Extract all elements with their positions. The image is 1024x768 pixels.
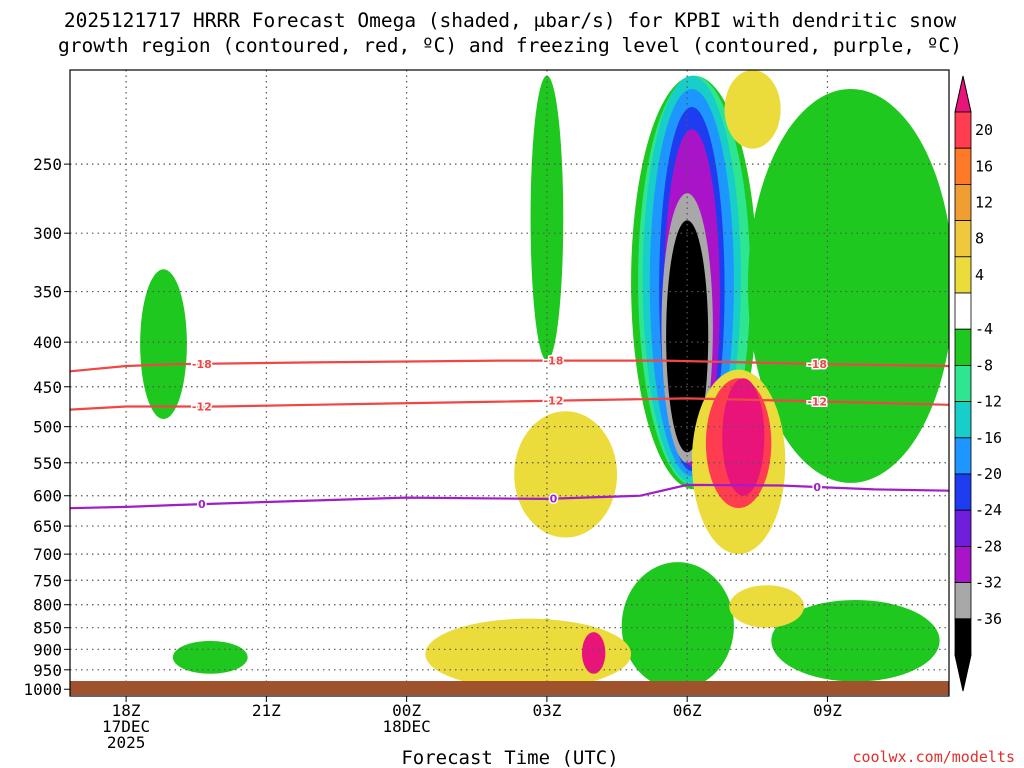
- colorbar-swatch: [954, 111, 972, 149]
- x-tick-label: 21Z: [252, 701, 281, 720]
- x-tick-label: 18DEC: [383, 717, 431, 736]
- title-line-1: 2025121717 HRRR Forecast Omega (shaded, …: [64, 9, 956, 32]
- contour-label: -12: [192, 400, 212, 413]
- colorbar-swatch: [954, 292, 972, 330]
- isotherm-0: [70, 483, 949, 510]
- colorbar-label: -4: [975, 320, 993, 338]
- colorbar-label: 20: [975, 121, 993, 139]
- omega-region--4: [530, 75, 564, 361]
- contour-label: 0: [813, 481, 821, 494]
- omega-region-4: [514, 411, 618, 538]
- colorbar-label: -24: [975, 501, 1002, 519]
- x-tick-label: 18Z: [112, 701, 141, 720]
- y-tick-label-550: 550: [33, 454, 62, 473]
- y-tick-label-250: 250: [33, 155, 62, 174]
- y-tick-label-450: 450: [33, 378, 62, 397]
- isotherm--12: [70, 397, 949, 411]
- contour-label: -12: [544, 395, 564, 408]
- y-tick-label-400: 400: [33, 333, 62, 352]
- y-tick-label-750: 750: [33, 571, 62, 590]
- isotherm--18: [70, 359, 949, 373]
- colorbar-label: -28: [975, 537, 1002, 555]
- omega-region--4: [172, 640, 248, 674]
- credit-text: coolwx.com/modelts: [852, 748, 1015, 766]
- y-tick-label-900: 900: [33, 640, 62, 659]
- colorbar-label: -36: [975, 610, 1002, 628]
- plot-frame: [69, 69, 950, 697]
- x-tick-label: 17DEC: [102, 717, 150, 736]
- contour-label: -18: [544, 355, 564, 368]
- y-tick-label-350: 350: [33, 283, 62, 302]
- y-tick-label-800: 800: [33, 596, 62, 615]
- x-tick-label: 2025: [107, 733, 146, 752]
- colorbar-label: 12: [975, 194, 993, 212]
- colorbar-label: -16: [975, 429, 1002, 447]
- x-tick-label: 09Z: [813, 701, 842, 720]
- colorbar-swatch: [954, 401, 972, 439]
- omega-region--4: [621, 562, 734, 690]
- colorbar-swatch: [954, 546, 972, 584]
- colorbar-swatch: [954, 618, 972, 656]
- ground-bar: [70, 681, 949, 695]
- colorbar-swatch: [954, 256, 972, 294]
- y-tick-label-600: 600: [33, 487, 62, 506]
- omega-region-4: [724, 70, 781, 149]
- colorbar-label: -12: [975, 393, 1002, 411]
- y-tick-label-700: 700: [33, 545, 62, 564]
- colorbar-bottom-arrow: [954, 654, 972, 692]
- x-tick-label: 03Z: [532, 701, 561, 720]
- omega-region-4: [425, 618, 632, 690]
- colorbar-label: -32: [975, 574, 1002, 592]
- omega-region--36: [666, 220, 709, 453]
- contour-label: -18: [807, 358, 827, 371]
- colorbar-swatch: [954, 183, 972, 221]
- colorbar-swatch: [954, 509, 972, 547]
- colorbar-swatch: [954, 147, 972, 185]
- colorbar-swatch: [954, 328, 972, 366]
- colorbar-top-arrow: [954, 75, 972, 113]
- colorbar-swatch: [954, 582, 972, 620]
- contour-label: 0: [550, 493, 558, 506]
- y-tick-label-850: 850: [33, 619, 62, 638]
- title-line-2: growth region (contoured, red, ºC) and f…: [58, 34, 962, 57]
- colorbar-label: -20: [975, 465, 1002, 483]
- y-tick-label-950: 950: [33, 661, 62, 680]
- pressure-axis: 250 300 350 400 450 500 550 600 650 700 750 800 850 9…: [23, 155, 70, 699]
- colorbar-swatch: [954, 473, 972, 511]
- contour-label: 0: [198, 498, 206, 511]
- omega-shaded-field: [140, 70, 949, 690]
- contour-label: -12: [807, 395, 827, 408]
- colorbar-label: 8: [975, 230, 984, 248]
- omega-region--4: [140, 269, 187, 420]
- colorbar-swatch: [954, 220, 972, 258]
- y-tick-label-300: 300: [33, 224, 62, 243]
- colorbar: 20 16 12 8 4 -4 -8 -12 -16 -20 -24 -28 -32 -36: [954, 75, 1002, 692]
- temperature-contours: -18 -18 -18 -12 -12 -12 0 0 0: [70, 353, 949, 513]
- omega-region--4: [747, 89, 949, 483]
- omega-region-20+: [581, 632, 606, 674]
- y-tick-label-650: 650: [33, 517, 62, 536]
- contour-label: -18: [192, 358, 212, 371]
- y-tick-label-500: 500: [33, 418, 62, 437]
- omega-region-4: [729, 585, 805, 628]
- colorbar-label: -8: [975, 356, 993, 374]
- y-tick-label-1000: 1000: [23, 680, 62, 699]
- colorbar-swatch: [954, 437, 972, 475]
- omega-region-20+: [722, 378, 765, 496]
- dotted-grid: [70, 70, 949, 696]
- colorbar-swatch: [954, 364, 972, 402]
- colorbar-label: 4: [975, 266, 984, 284]
- colorbar-label: 16: [975, 157, 993, 175]
- x-tick-label: 00Z: [392, 701, 421, 720]
- x-axis-title: Forecast Time (UTC): [401, 747, 618, 768]
- omega-region--4: [771, 599, 940, 682]
- x-tick-label: 06Z: [673, 701, 702, 720]
